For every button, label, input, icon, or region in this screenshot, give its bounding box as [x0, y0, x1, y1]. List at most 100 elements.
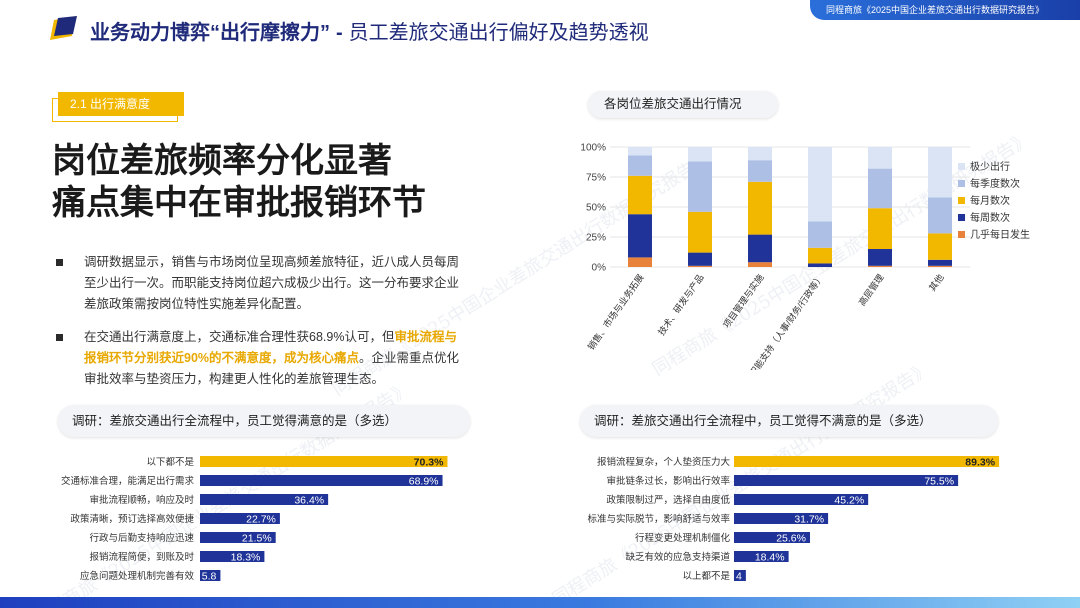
bar-category-label: 以上都不是 — [682, 571, 730, 582]
bar — [734, 551, 789, 562]
dissatisfied-bar-chart: 报销流程复杂，个人垫资压力大 89.3% 审批链条过长，影响出行效率 75.5% 政策限… — [587, 456, 1000, 583]
footer-bar — [0, 597, 1080, 608]
header-title-sub: 员工差旅交通出行偏好及趋势透视 — [348, 22, 649, 44]
bullet-list: 调研数据显示，销售与市场岗位呈现高频差旅特征，近八成人员每周至少出行一次。而职能… — [56, 252, 466, 402]
stacked-bar-segment — [628, 147, 652, 156]
stacked-bar-segment — [868, 249, 892, 266]
stacked-bar-segment — [748, 181, 772, 235]
bar — [200, 475, 443, 486]
satisfied-chart-title: 调研：差旅交通出行全流程中，员工觉得满意的是（多选） — [58, 405, 470, 437]
bullet-text: 调研数据显示，销售与市场岗位呈现高频差旅特征，近八成人员每周至少出行一次。而职能… — [84, 255, 460, 311]
stacked-bar-segment — [808, 247, 832, 264]
bar-value-label: 70.3% — [414, 457, 444, 469]
bar-value-label: 68.9% — [409, 476, 439, 488]
stacked-bar-segment — [688, 211, 712, 253]
stacked-bar-segment — [928, 265, 952, 267]
bar-value-label: 36.4% — [294, 495, 324, 507]
stacked-bar-segment — [928, 259, 952, 266]
bar — [200, 456, 448, 467]
bar-value-label: 45.2% — [834, 495, 864, 507]
bar-category-label: 应急问题处理机制完善有效 — [80, 570, 195, 582]
bar-value-label: 4 — [736, 571, 742, 583]
bar-category-label: 政策清晰，预订选择高效便捷 — [70, 513, 194, 525]
x-tick-label: 其他 — [926, 272, 945, 293]
bar-category-label: 缺乏有效的应急支持渠道 — [625, 551, 730, 563]
stacked-bar-segment — [928, 147, 952, 198]
bar — [200, 551, 265, 562]
bar — [734, 475, 959, 486]
stacked-bar-segment — [748, 147, 772, 161]
bar-category-label: 审批流程顺畅，响应及时 — [89, 494, 194, 506]
stacked-bar-segment — [748, 234, 772, 263]
stacked-bar-segment — [808, 221, 832, 248]
bar-value-label: 75.5% — [924, 476, 954, 488]
bar-category-label: 以下都不是 — [146, 457, 194, 468]
bar-category-label: 政策限制过严，选择自由度低 — [606, 494, 730, 506]
bar-category-label: 标准与实际脱节，影响舒适与效率 — [587, 513, 730, 525]
bar-value-label: 18.4% — [755, 552, 785, 564]
legend-swatch — [958, 197, 965, 204]
x-tick-label: 销售、市场与业务拓展 — [585, 272, 646, 352]
y-tick-label: 50% — [586, 203, 606, 214]
y-tick-label: 25% — [586, 233, 606, 244]
bar-value-label: 5.8 — [202, 571, 217, 583]
stacked-bar-segment — [688, 252, 712, 266]
bullet-item: 调研数据显示，销售与市场岗位呈现高频差旅特征，近八成人员每周至少出行一次。而职能… — [56, 252, 466, 315]
bar-category-label: 交通标准合理，能满足出行需求 — [61, 475, 195, 487]
bar — [734, 456, 1000, 467]
legend-label: 每季度数次 — [970, 177, 1020, 190]
legend-label: 每月数次 — [970, 194, 1010, 207]
legend-swatch — [958, 214, 965, 221]
bar-category-label: 报销流程简便，到账及时 — [89, 551, 194, 563]
stacked-bar-segment — [748, 160, 772, 182]
x-tick-label: 项目管理与实施 — [720, 272, 765, 330]
bullet-highlight: 审批流程与报销环节分别获近90%的不满意度，成为核心痛点 — [84, 330, 457, 365]
stacked-bar-segment — [688, 161, 712, 212]
legend-swatch — [958, 231, 965, 238]
bar-value-label: 21.5% — [242, 533, 272, 545]
stacked-bar-segment — [868, 265, 892, 267]
stacked-bar-segment — [688, 147, 712, 162]
stacked-bar-segment — [808, 147, 832, 222]
y-tick-label: 0% — [592, 263, 607, 274]
stacked-bar-segment — [868, 208, 892, 249]
bar — [734, 570, 746, 581]
bar-category-label: 行政与后勤支持响应迅速 — [89, 532, 194, 544]
stacked-bar-segment — [688, 265, 712, 267]
stacked-bar-segment — [628, 175, 652, 215]
stacked-bar-segment — [808, 263, 832, 267]
headline-line-1: 岗位差旅频率分化显著 — [52, 142, 392, 180]
page-header: 业务动力博弈“出行摩擦力” - 员工差旅交通出行偏好及趋势透视 同程商旅《2025中… — [0, 0, 1080, 58]
bullet-text-pre: 在交通出行满意度上，交通标准合理性获68.9%认可，但 — [84, 330, 395, 344]
stacked-bar-segment — [628, 214, 652, 258]
bullet-item: 在交通出行满意度上，交通标准合理性获68.9%认可，但审批流程与报销环节分别获近… — [56, 327, 466, 390]
stacked-bar-segment — [868, 168, 892, 209]
header-separator: - — [336, 22, 343, 44]
bar-value-label: 18.3% — [231, 552, 261, 564]
report-source-tag: 同程商旅《2025中国企业差旅交通出行数据研究报告》 — [810, 0, 1080, 20]
bar — [734, 532, 810, 543]
bar — [200, 494, 329, 505]
bar — [734, 494, 869, 505]
stacked-chart-title: 各岗位差旅交通出行情况 — [588, 91, 778, 118]
bar-value-label: 31.7% — [794, 514, 824, 526]
dissatisfied-chart-title: 调研：差旅交通出行全流程中，员工觉得不满意的是（多选） — [580, 405, 998, 437]
stacked-bar-segment — [628, 257, 652, 267]
bar-category-label: 审批链条过长，影响出行效率 — [606, 475, 730, 487]
bar — [200, 532, 276, 543]
stacked-bar-segment — [748, 262, 772, 267]
legend-swatch — [958, 180, 965, 187]
x-tick-label: 技术、研发与产品 — [655, 272, 705, 337]
headline: 岗位差旅频率分化显著 痛点集中在审批报销环节 — [52, 140, 426, 224]
stacked-bar-segment — [868, 147, 892, 169]
legend-label: 极少出行 — [970, 160, 1010, 173]
satisfied-bar-chart: 以下都不是 70.3% 交通标准合理，能满足出行需求 68.9% 审批流程顺畅，响应及时… — [61, 456, 448, 583]
bar-value-label: 22.7% — [246, 514, 276, 526]
legend-label: 每周数次 — [970, 211, 1010, 224]
y-tick-label: 100% — [580, 143, 606, 154]
bar-category-label: 行程变更处理机制僵化 — [635, 532, 731, 544]
bar — [200, 513, 280, 524]
legend-swatch — [958, 163, 965, 170]
stacked-bar-segment — [928, 233, 952, 260]
bar — [200, 570, 221, 581]
